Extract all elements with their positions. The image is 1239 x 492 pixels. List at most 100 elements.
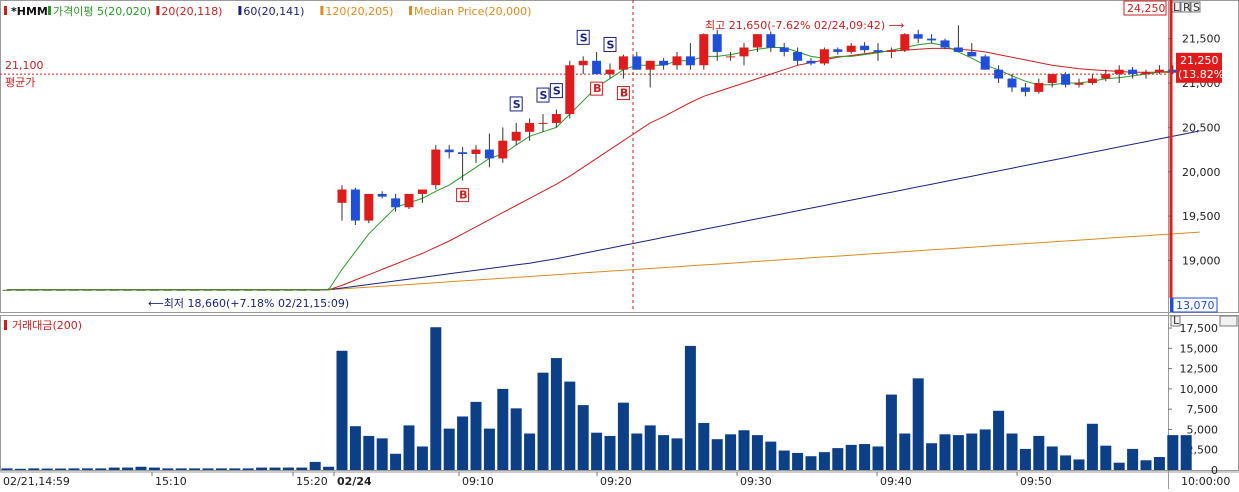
volume-panel-button[interactable] xyxy=(1170,315,1181,327)
x-axis-label: 02/24 xyxy=(337,475,372,488)
candle-body xyxy=(860,45,870,51)
volume-bar xyxy=(309,461,321,470)
panel-button-r[interactable] xyxy=(1180,1,1191,13)
volume-bar xyxy=(41,468,53,470)
volume-bar xyxy=(1006,433,1018,470)
candle-body xyxy=(659,60,669,66)
volume-bar xyxy=(55,468,67,470)
candle-body xyxy=(391,198,401,208)
legend-item: 60(20,141) xyxy=(243,5,304,18)
candle-body xyxy=(297,289,307,291)
candle-body xyxy=(404,193,414,208)
x-axis-label: 09:20 xyxy=(600,475,632,488)
legend-marker xyxy=(409,6,412,15)
volume-bar xyxy=(792,452,804,470)
volume-bar xyxy=(631,433,643,470)
legend-item: 20(20,118) xyxy=(161,5,222,18)
volume-bar xyxy=(725,434,737,470)
low-bar-marker xyxy=(1170,298,1173,312)
bottom-value-box xyxy=(1172,297,1218,313)
volume-bar xyxy=(926,443,938,470)
candle-body xyxy=(967,51,977,57)
panel-button-label: R xyxy=(1183,1,1191,14)
candle-body xyxy=(56,289,66,291)
candle-body xyxy=(886,50,896,52)
candle-body xyxy=(29,289,39,291)
avg-price-label: 평균가 xyxy=(5,76,35,89)
candle-body xyxy=(940,40,950,48)
volume-bar xyxy=(684,345,696,470)
candle-body xyxy=(149,289,159,291)
volume-bar xyxy=(550,358,562,470)
candle-body xyxy=(846,45,856,52)
candle-body xyxy=(1114,69,1124,75)
candle-body xyxy=(377,193,387,197)
volume-bar xyxy=(1086,423,1098,470)
volume-bar xyxy=(671,438,683,470)
panel-button-label: L xyxy=(1173,1,1180,14)
price-tick-label: 21,500 xyxy=(1182,33,1221,46)
legend-item: Median Price(20,000) xyxy=(414,5,531,18)
price-tick-label: 20,000 xyxy=(1182,166,1221,179)
x-axis-label: 02/21,14:59 xyxy=(3,475,70,488)
volume-tick-label: 12,500 xyxy=(1180,363,1219,376)
volume-bar xyxy=(537,372,549,470)
volume-expand-button[interactable] xyxy=(1219,315,1238,327)
volume-bar xyxy=(416,446,428,470)
current-price-change: (13.82%) xyxy=(1178,68,1229,81)
candle-body xyxy=(163,289,173,291)
volume-tick-label: 17,500 xyxy=(1180,322,1219,335)
volume-bar xyxy=(993,410,1005,470)
volume-bar xyxy=(899,433,911,470)
legend-item: 120(20,205) xyxy=(325,5,393,18)
candle-body xyxy=(257,289,267,291)
candle-body xyxy=(109,289,119,291)
buy-signal-label: B xyxy=(593,82,601,95)
candle-body xyxy=(216,289,226,291)
x-axis-label: 10:00:00 xyxy=(1181,475,1230,488)
candle-body xyxy=(605,69,615,75)
x-axis-label: 09:10 xyxy=(462,475,494,488)
candle-body xyxy=(1020,87,1030,92)
legend-marker xyxy=(156,6,160,15)
volume-bar xyxy=(122,467,134,470)
volume-title: 거래대금(200) xyxy=(12,319,82,332)
panel-button-s[interactable] xyxy=(1190,1,1201,13)
x-axis-label: 15:20 xyxy=(296,475,328,488)
price-tick-label: 20,500 xyxy=(1182,121,1221,134)
candle-body xyxy=(69,289,79,291)
candle-body xyxy=(739,47,749,57)
volume-bar xyxy=(242,468,254,470)
candle-body xyxy=(927,38,937,41)
volume-bar xyxy=(349,426,361,470)
sell-signal-label: S xyxy=(580,31,588,44)
candle-body xyxy=(15,289,25,291)
sell-signal-icon xyxy=(603,36,617,52)
volume-bar xyxy=(1167,435,1179,470)
legend-marker xyxy=(48,6,51,15)
candle-body xyxy=(190,289,200,291)
price-tick-label: 19,000 xyxy=(1182,255,1221,268)
volume-bar xyxy=(443,428,455,470)
volume-bar xyxy=(591,432,603,470)
candle-body xyxy=(913,34,923,39)
volume-bar xyxy=(215,468,227,470)
candle-body xyxy=(833,49,843,52)
price-panel-frame xyxy=(0,0,1239,313)
volume-bar xyxy=(256,467,268,470)
volume-bar xyxy=(483,428,495,470)
candle-body xyxy=(645,60,655,70)
volume-bar xyxy=(912,378,924,470)
volume-bar xyxy=(1060,455,1072,470)
candle-body xyxy=(565,65,575,115)
volume-bar xyxy=(457,416,469,470)
volume-bar xyxy=(430,327,442,470)
volume-bar xyxy=(390,453,402,470)
candle-body xyxy=(592,60,602,75)
volume-bar xyxy=(282,467,294,470)
candle-body xyxy=(283,289,293,291)
sell-signal-icon xyxy=(549,83,563,99)
x-axis-label: 15:10 xyxy=(155,475,187,488)
candle-body xyxy=(417,189,427,194)
x-axis-label: 09:30 xyxy=(740,475,772,488)
